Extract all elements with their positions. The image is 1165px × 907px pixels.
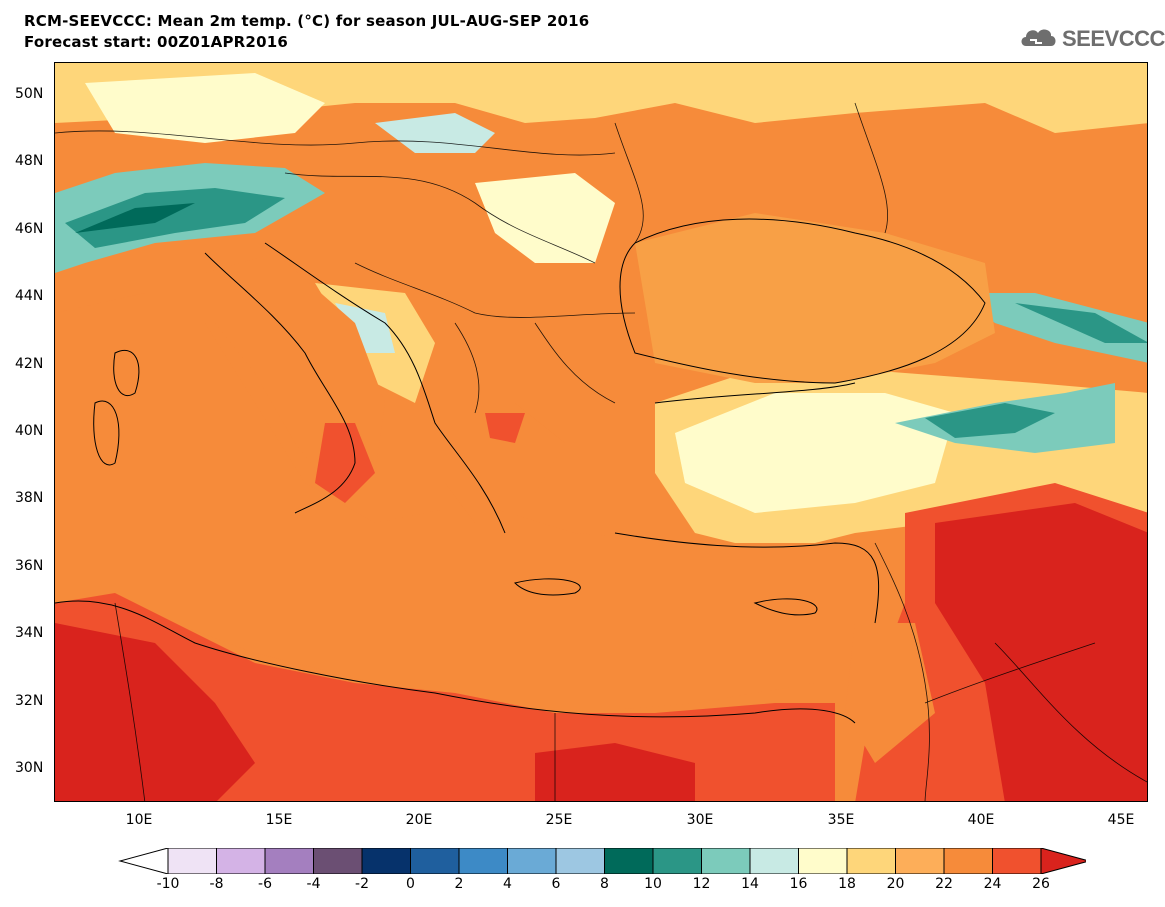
colorbar-cell (846, 848, 896, 874)
colorbar-label: -8 (209, 876, 224, 892)
colorbar-label: -6 (258, 876, 272, 892)
colorbar-cell (555, 848, 605, 874)
colorbar-label: 12 (692, 876, 711, 892)
lat-label-38n: 38N (15, 490, 44, 506)
colorbar-label: 4 (503, 876, 512, 892)
lat-label-44n: 44N (15, 288, 44, 304)
lat-label-30n: 30N (15, 760, 44, 776)
lat-label-46n: 46N (15, 221, 44, 237)
colorbar-cell (507, 848, 557, 874)
colorbar-cell (701, 848, 751, 874)
colorbar-cell (264, 848, 314, 874)
cloud-icon (1018, 22, 1058, 57)
colorbar-label: 14 (741, 876, 759, 892)
colorbar-cell (410, 848, 460, 874)
lat-label-50n: 50N (15, 86, 44, 102)
map-canvas (55, 63, 1147, 801)
lon-label-15e: 15E (265, 812, 293, 828)
colorbar-label: -10 (156, 876, 180, 892)
map-title: RCM-SEEVCCC: Mean 2m temp. (°C) for seas… (24, 12, 590, 30)
logo-text: SEEVCCC (1062, 26, 1165, 51)
colorbar-cell (749, 848, 799, 874)
colorbar-label: 26 (1032, 876, 1050, 892)
forecast-start-label: Forecast start: 00Z01APR2016 (24, 33, 288, 51)
colorbar-cell (798, 848, 848, 874)
colorbar-cell (943, 848, 993, 874)
colorbar-arrow-high (1040, 848, 1086, 874)
colorbar-label: -4 (306, 876, 321, 892)
lat-label-48n: 48N (15, 153, 44, 169)
lat-label-36n: 36N (15, 558, 44, 574)
colorbar-label: 20 (886, 876, 905, 892)
lon-label-40e: 40E (967, 812, 995, 828)
colorbar-cell (458, 848, 508, 874)
colorbar-label: -2 (355, 876, 369, 892)
colorbar-cell (167, 848, 217, 874)
temperature-map (54, 62, 1148, 802)
lon-label-30e: 30E (686, 812, 714, 828)
lat-label-42n: 42N (15, 356, 44, 372)
colorbar-cell (604, 848, 654, 874)
colorbar-label: 6 (551, 876, 561, 892)
colorbar-cell (313, 848, 363, 874)
lon-label-25e: 25E (545, 812, 573, 828)
lat-label-32n: 32N (15, 693, 44, 709)
lon-label-10e: 10E (125, 812, 153, 828)
lon-label-45e: 45E (1107, 812, 1135, 828)
colorbar-arrow-low (118, 848, 169, 874)
lon-label-35e: 35E (827, 812, 855, 828)
colorbar-label: 24 (983, 876, 1002, 892)
lat-label-34n: 34N (15, 625, 44, 641)
colorbar-label: 16 (789, 876, 808, 892)
colorbar (118, 848, 1086, 874)
colorbar-label: 0 (406, 876, 415, 892)
colorbar-label: 18 (838, 876, 856, 892)
colorbar-cell (652, 848, 702, 874)
colorbar-label: 22 (935, 876, 953, 892)
colorbar-label: 8 (600, 876, 609, 892)
colorbar-cell (992, 848, 1042, 874)
colorbar-cell (216, 848, 266, 874)
lon-label-20e: 20E (405, 812, 433, 828)
colorbar-cell (361, 848, 411, 874)
seevccc-logo: SEEVCCC (1018, 22, 1165, 57)
colorbar-label: 2 (454, 876, 464, 892)
colorbar-label: 10 (644, 876, 662, 892)
lat-label-40n: 40N (15, 423, 44, 439)
colorbar-cell (895, 848, 945, 874)
